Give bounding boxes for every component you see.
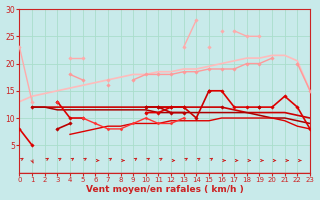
X-axis label: Vent moyen/en rafales ( km/h ): Vent moyen/en rafales ( km/h ) [86, 185, 244, 194]
